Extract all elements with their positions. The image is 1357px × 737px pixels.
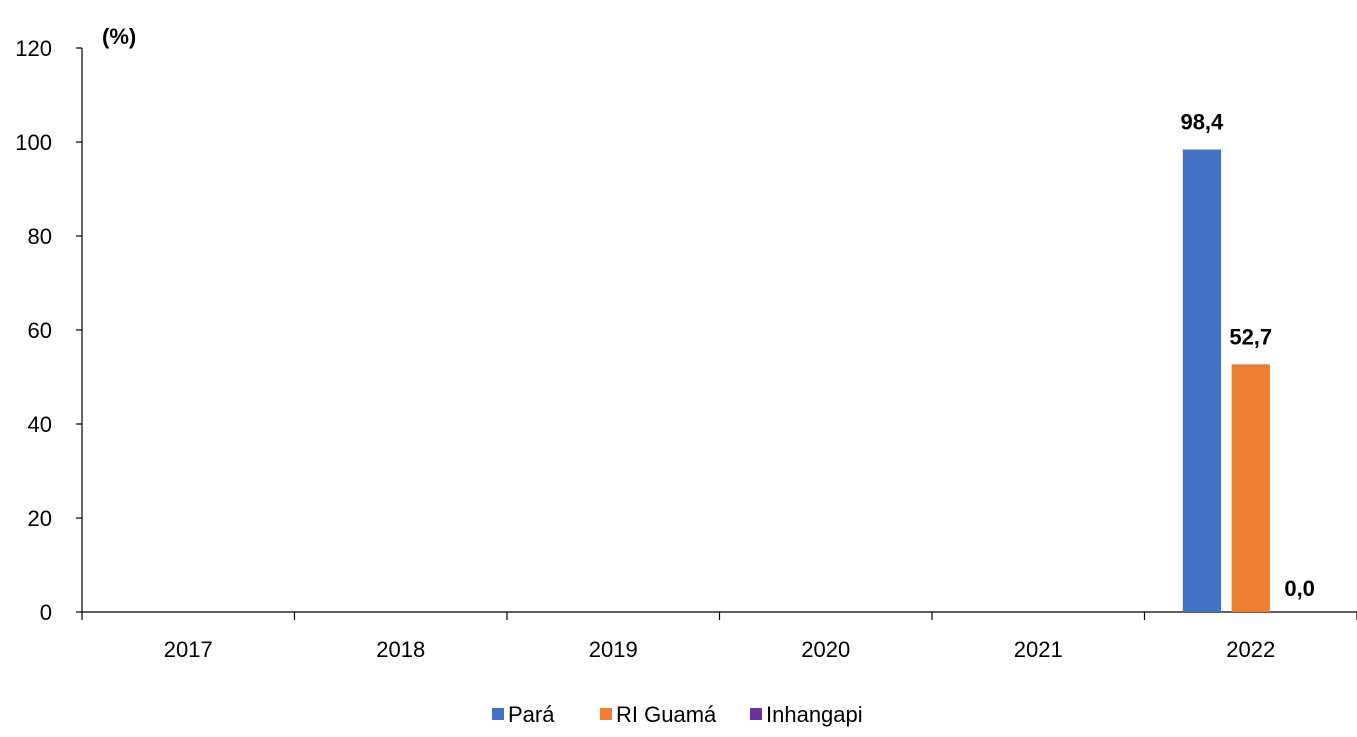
legend-label: Pará	[508, 702, 555, 727]
data-label: 52,7	[1229, 324, 1272, 349]
bar	[1231, 364, 1270, 612]
legend-swatch	[600, 708, 612, 720]
y-tick-label: 60	[28, 318, 52, 343]
x-axis: 2017 2018 2019 2020 2021 2022	[81, 611, 1357, 662]
y-tick-label: 120	[15, 36, 52, 61]
y-axis-unit-label: (%)	[102, 24, 136, 49]
data-labels-group: 98,4 52,7 0,0	[1180, 110, 1314, 601]
x-tick-label: 2020	[801, 637, 850, 662]
bars-group	[1182, 149, 1270, 612]
legend-label: RI Guamá	[616, 702, 717, 727]
x-tick-label: 2019	[589, 637, 638, 662]
legend-label: Inhangapi	[766, 702, 863, 727]
y-tick-label: 40	[28, 412, 52, 437]
x-tick-label: 2021	[1014, 637, 1063, 662]
legend: Pará RI Guamá Inhangapi	[492, 702, 863, 727]
legend-swatch	[750, 708, 762, 720]
bar	[1182, 149, 1221, 612]
y-tick-label: 0	[40, 600, 52, 625]
y-tick-label: 100	[15, 130, 52, 155]
y-tick-label: 20	[28, 506, 52, 531]
x-tick-label: 2022	[1226, 637, 1275, 662]
y-axis: 0 20 40 60 80 100 120	[15, 36, 83, 625]
x-tick-label: 2017	[164, 637, 213, 662]
x-tick-label: 2018	[376, 637, 425, 662]
data-label: 98,4	[1180, 110, 1224, 135]
legend-swatch	[492, 708, 504, 720]
y-tick-label: 80	[28, 224, 52, 249]
data-label: 0,0	[1284, 576, 1315, 601]
